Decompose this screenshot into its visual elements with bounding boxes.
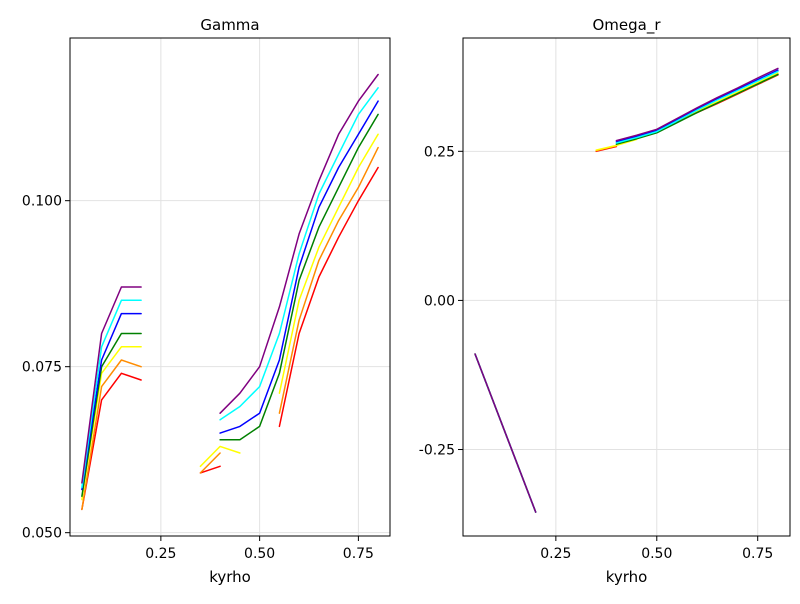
- gamma-series-5-segment-1: [219, 87, 379, 421]
- omega-r-ytick-label-0: -0.25: [419, 443, 455, 459]
- gamma-series-6-segment-0: [81, 286, 142, 484]
- gamma-series-3-segment-0: [81, 332, 142, 497]
- gamma-series-1-segment-0: [81, 359, 142, 511]
- gamma-series-2-segment-2: [278, 133, 379, 394]
- gamma-series-5-segment-0: [81, 299, 142, 489]
- omega-r-series-4-segment-1: [615, 69, 779, 143]
- gamma-series-2-segment-1: [199, 445, 241, 468]
- omega-r-series-6-segment-0: [474, 353, 537, 513]
- omega-r-series-5-segment-1: [615, 70, 779, 144]
- gamma-series-1-segment-2: [278, 146, 379, 414]
- omega-r-series-2-segment-1: [595, 138, 638, 151]
- omega-r-xtick-label-1: 0.50: [641, 546, 672, 562]
- gamma-series-0-segment-0: [81, 372, 142, 511]
- gamma-series-0-segment-2: [278, 166, 379, 428]
- gamma-ytick-label-2: 0.100: [22, 194, 62, 210]
- omega-r-xaxis-label: kyrho: [606, 568, 648, 586]
- gamma-panel: 0.25 0.50 0.75 0.050 0.075 0.100 Gamma kyrho: [22, 16, 391, 586]
- gamma-series-1-segment-1: [199, 452, 221, 474]
- gamma-xaxis-label: kyrho: [209, 568, 251, 586]
- omega-r-plot-frame: [462, 37, 791, 537]
- gamma-ytick-label-1: 0.075: [22, 360, 62, 376]
- omega-r-ytick-label-2: 0.25: [424, 144, 455, 160]
- gamma-series-0-segment-1: [199, 465, 221, 474]
- gamma-xtick-label-2: 0.75: [343, 546, 374, 562]
- gamma-ytick-label-0: 0.050: [22, 526, 62, 542]
- omega-r-xtick-label-2: 0.75: [742, 546, 773, 562]
- omega-r-title: Omega_r: [592, 16, 661, 35]
- omega-r-series-3-segment-1: [615, 73, 779, 145]
- gamma-series-6-segment-1: [219, 73, 379, 414]
- omega-r-ytick-label-1: 0.00: [424, 293, 455, 309]
- gamma-series-4-segment-1: [219, 100, 379, 434]
- gamma-xtick-label-1: 0.50: [244, 546, 275, 562]
- gamma-series-4-segment-0: [81, 312, 142, 491]
- gamma-series-3-segment-1: [219, 113, 379, 441]
- gamma-title: Gamma: [200, 16, 259, 34]
- gamma-plot-frame: [69, 37, 391, 537]
- omega-r-series-6-segment-1: [615, 67, 779, 142]
- omega-r-xtick-label-0: 0.25: [540, 546, 571, 562]
- gamma-xtick-label-0: 0.25: [145, 546, 176, 562]
